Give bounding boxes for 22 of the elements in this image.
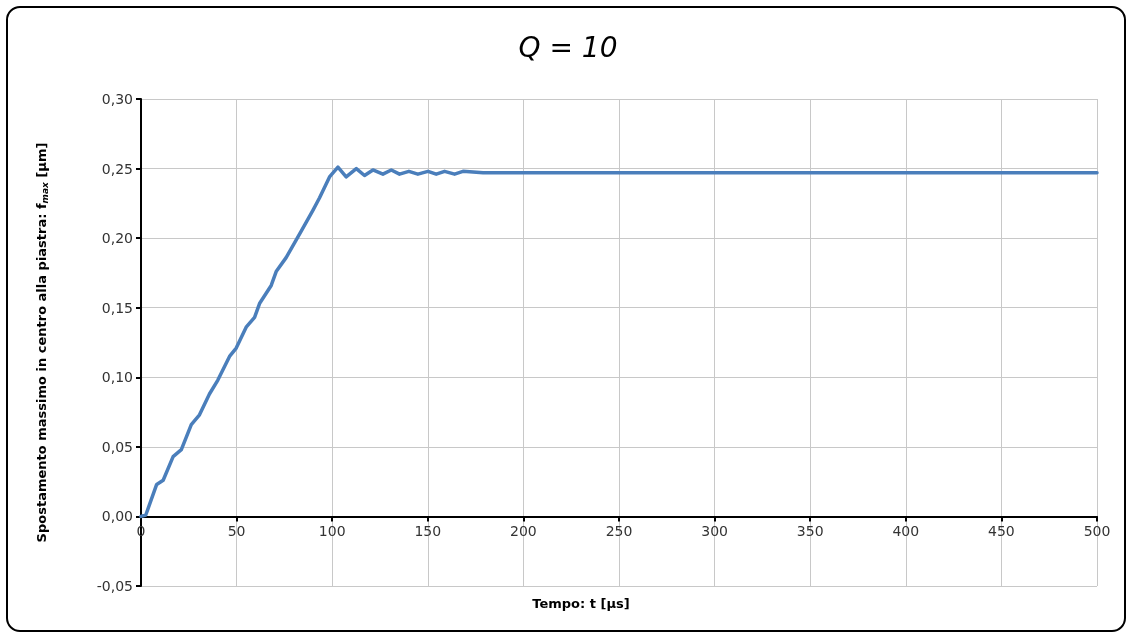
- x-tick-label: 100: [318, 523, 346, 540]
- y-tick-label: -0,05: [96, 578, 133, 594]
- x-axis-title: Tempo: t [μs]: [532, 596, 630, 611]
- y-tick-label: 0,30: [101, 91, 133, 107]
- y-tick-label: 0,20: [101, 230, 133, 247]
- x-tick-label: 450: [988, 523, 1015, 540]
- x-tick-label: 250: [605, 523, 633, 540]
- x-tick-label: 150: [414, 523, 442, 540]
- y-axis-title: Spostamento massimo in centro alla piastra: fmax [μm]: [34, 142, 50, 543]
- x-tick-label: 500: [1083, 523, 1111, 540]
- chart-title: Q = 10: [518, 30, 618, 64]
- x-tick-label: 350: [796, 523, 824, 540]
- x-tick-label: 50: [227, 523, 246, 540]
- line-series: [139, 165, 1099, 519]
- y-tick-label: 0,25: [101, 160, 133, 177]
- x-tick-label: 300: [701, 523, 728, 540]
- y-tick-label: 0,00: [101, 508, 133, 525]
- x-tick-label: 200: [510, 523, 537, 540]
- y-tick-label: 0,10: [101, 369, 133, 386]
- y-tick-label: 0,05: [101, 438, 133, 455]
- y-tick-label: 0,15: [101, 299, 133, 316]
- x-tick-label: 400: [892, 523, 920, 540]
